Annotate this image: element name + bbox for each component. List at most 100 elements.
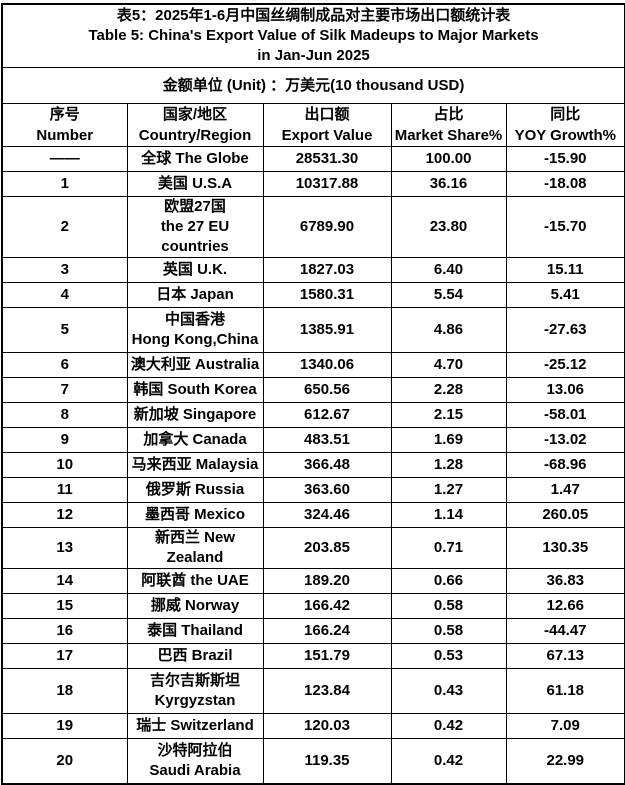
country-line-1: 日本 Japan [156, 286, 234, 303]
cell-market-share: 0.66 [390, 568, 507, 594]
table-row-uk: 3 英国 U.K. 1827.03 6.40 15.11 [1, 257, 625, 283]
cell-rank: 5 [1, 307, 128, 353]
country-line-1: 英国 U.K. [162, 261, 228, 278]
cell-export-value: 1340.06 [262, 352, 392, 378]
table-row-globe: —— 全球 The Globe 28531.30 100.00 -15.90 [1, 146, 625, 172]
cell-market-share: 100.00 [390, 146, 507, 172]
cell-market-share: 0.42 [390, 713, 507, 739]
cell-rank: —— [1, 146, 128, 172]
cell-rank: 1 [1, 171, 128, 197]
cell-country: 英国 U.K. [126, 257, 264, 283]
cell-rank: 2 [1, 196, 128, 258]
cell-country: 中国香港 Hong Kong,China [126, 307, 264, 353]
column-header-export-value-zh: 出口额 [304, 106, 350, 123]
table-row-hongkong: 5 中国香港 Hong Kong,China 1385.91 4.86 -27.6… [1, 307, 625, 353]
column-header-market-share: 占比 Market Share% [390, 103, 507, 147]
column-header-number-en: Number [36, 127, 94, 144]
cell-export-value: 119.35 [262, 738, 392, 785]
country-line-1: 加拿大 Canada [143, 431, 247, 448]
table-row-australia: 6 澳大利亚 Australia 1340.06 4.70 -25.12 [1, 352, 625, 378]
country-line-2: the 27 EU countries [160, 218, 230, 255]
column-header-country-zh: 国家/地区 [162, 106, 228, 123]
title-row: 表5：2025年1-6月中国丝绸制成品对主要市场出口额统计表 Table 5: … [1, 3, 625, 68]
cell-rank: 7 [1, 377, 128, 403]
cell-yoy-growth: -18.08 [505, 171, 625, 197]
cell-export-value: 1827.03 [262, 257, 392, 283]
cell-rank: 13 [1, 527, 128, 569]
cell-yoy-growth: -15.70 [505, 196, 625, 258]
cell-export-value: 650.56 [262, 377, 392, 403]
country-line-1: 韩国 South Korea [133, 381, 257, 398]
cell-rank: 4 [1, 282, 128, 308]
cell-yoy-growth: 1.47 [505, 477, 625, 503]
cell-export-value: 324.46 [262, 502, 392, 528]
table-row-usa: 1 美国 U.S.A 10317.88 36.16 -18.08 [1, 171, 625, 197]
cell-rank: 10 [1, 452, 128, 478]
column-header-market-share-zh: 占比 [433, 106, 464, 123]
cell-rank: 11 [1, 477, 128, 503]
country-line-1: 全球 The Globe [141, 150, 249, 167]
column-header-market-share-en: Market Share% [394, 127, 503, 144]
table-title-zh: 表5：2025年1-6月中国丝绸制成品对主要市场出口额统计表 [116, 7, 511, 24]
country-line-2: Kyrgyzstan [154, 692, 236, 709]
cell-country: 巴西 Brazil [126, 643, 264, 669]
table-row-thailand: 16 泰国 Thailand 166.24 0.58 -44.47 [1, 618, 625, 644]
cell-export-value: 166.24 [262, 618, 392, 644]
country-line-1: 泰国 Thailand [147, 622, 243, 639]
column-header-number: 序号 Number [1, 103, 128, 147]
cell-export-value: 1580.31 [262, 282, 392, 308]
table-title-en-line2: in Jan-Jun 2025 [257, 47, 370, 64]
cell-country: 澳大利亚 Australia [126, 352, 264, 378]
table-row-malaysia: 10 马来西亚 Malaysia 366.48 1.28 -68.96 [1, 452, 625, 478]
cell-market-share: 1.28 [390, 452, 507, 478]
silk-export-table: 表5：2025年1-6月中国丝绸制成品对主要市场出口额统计表 Table 5: … [1, 3, 625, 785]
cell-export-value: 189.20 [262, 568, 392, 594]
cell-country: 美国 U.S.A [126, 171, 264, 197]
unit-note: 金额单位 (Unit) ：万美元(10 thousand USD) [1, 67, 625, 104]
cell-market-share: 6.40 [390, 257, 507, 283]
cell-yoy-growth: 22.99 [505, 738, 625, 785]
cell-yoy-growth: 7.09 [505, 713, 625, 739]
cell-market-share: 0.58 [390, 618, 507, 644]
cell-rank: 15 [1, 593, 128, 619]
country-line-1: 瑞士 Switzerland [136, 717, 254, 734]
cell-yoy-growth: 36.83 [505, 568, 625, 594]
cell-rank: 8 [1, 402, 128, 428]
cell-rank: 3 [1, 257, 128, 283]
column-header-country-en: Country/Region [138, 127, 252, 144]
cell-export-value: 120.03 [262, 713, 392, 739]
table-row-singapore: 8 新加坡 Singapore 612.67 2.15 -58.01 [1, 402, 625, 428]
cell-country: 日本 Japan [126, 282, 264, 308]
cell-country: 吉尔吉斯斯坦 Kyrgyzstan [126, 668, 264, 714]
cell-country: 马来西亚 Malaysia [126, 452, 264, 478]
cell-export-value: 166.42 [262, 593, 392, 619]
cell-country: 沙特阿拉伯 Saudi Arabia [126, 738, 264, 785]
country-line-1: 新加坡 Singapore [133, 406, 257, 423]
cell-export-value: 363.60 [262, 477, 392, 503]
cell-yoy-growth: 12.66 [505, 593, 625, 619]
cell-rank: 6 [1, 352, 128, 378]
country-line-2: Hong Kong,China [131, 331, 259, 348]
cell-yoy-growth: -44.47 [505, 618, 625, 644]
cell-yoy-growth: -13.02 [505, 427, 625, 453]
country-line-1: 沙特阿拉伯 [157, 742, 233, 759]
country-line-1: 中国香港 [164, 311, 225, 328]
cell-country: 瑞士 Switzerland [126, 713, 264, 739]
cell-rank: 14 [1, 568, 128, 594]
cell-country: 挪威 Norway [126, 593, 264, 619]
cell-export-value: 612.67 [262, 402, 392, 428]
cell-export-value: 10317.88 [262, 171, 392, 197]
cell-yoy-growth: 61.18 [505, 668, 625, 714]
table-title: 表5：2025年1-6月中国丝绸制成品对主要市场出口额统计表 Table 5: … [1, 3, 625, 68]
cell-export-value: 6789.90 [262, 196, 392, 258]
table-row-brazil: 17 巴西 Brazil 151.79 0.53 67.13 [1, 643, 625, 669]
cell-market-share: 5.54 [390, 282, 507, 308]
cell-country: 加拿大 Canada [126, 427, 264, 453]
country-line-1: 挪威 Norway [150, 597, 240, 614]
country-line-1: 巴西 Brazil [157, 647, 233, 664]
cell-export-value: 151.79 [262, 643, 392, 669]
cell-country: 欧盟27国 the 27 EU countries [126, 196, 264, 258]
cell-country: 墨西哥 Mexico [126, 502, 264, 528]
cell-market-share: 0.53 [390, 643, 507, 669]
table-row-japan: 4 日本 Japan 1580.31 5.54 5.41 [1, 282, 625, 308]
